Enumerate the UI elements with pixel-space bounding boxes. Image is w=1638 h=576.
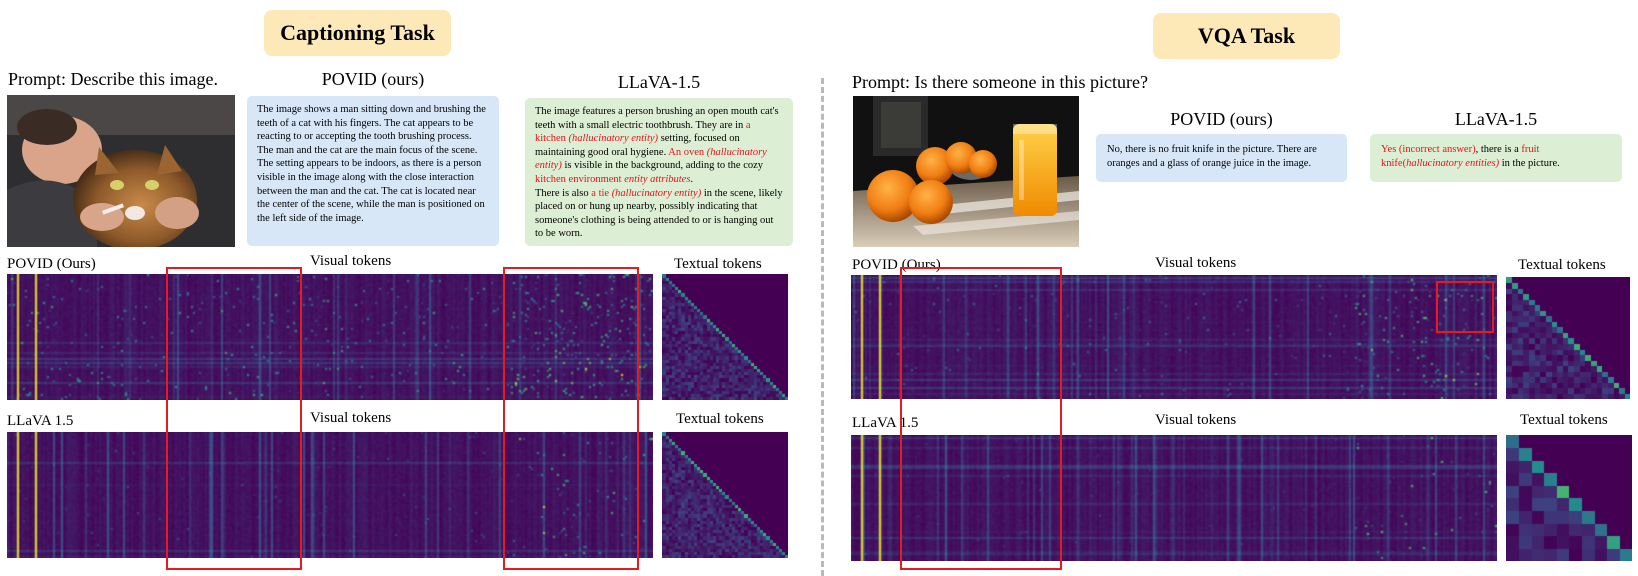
- answer-text-segment: , there is a: [1475, 144, 1522, 155]
- captioning-row2-textual-label: Textual tokens: [676, 411, 764, 427]
- vqa-llava-answer-text: Yes (incorrect answer), there is a fruit…: [1381, 144, 1560, 169]
- vqa-task-title: VQA Task: [1153, 13, 1340, 59]
- answer-text-segment: The setting appears to be indoors, as th…: [257, 158, 485, 224]
- vqa-povid-answer: No, there is no fruit knife in the pictu…: [1096, 134, 1347, 182]
- vqa-povid-textual-attention-heatmap: [1506, 277, 1630, 399]
- vqa-llava-answer: Yes (incorrect answer), there is a fruit…: [1370, 134, 1622, 182]
- vqa-row1-visual-label: Visual tokens: [1155, 255, 1237, 271]
- answer-text-segment: fruit knife(: [1381, 144, 1540, 169]
- answer-text-segment: setting, focused on maintaining good ora…: [535, 133, 740, 158]
- captioning-row1-label: POVID (Ours): [7, 256, 96, 272]
- captioning-llava-answer-text: The image features a person brushing an …: [535, 106, 783, 239]
- captioning-row1-visual-label: Visual tokens: [310, 253, 392, 269]
- answer-text-segment: entity attributes: [624, 173, 691, 185]
- answer-text-segment: There is also: [535, 187, 592, 199]
- vqa-row2-visual-label: Visual tokens: [1155, 412, 1237, 428]
- vqa-highlight-box-right: [1436, 281, 1494, 333]
- vqa-llava-textual-attention-heatmap: [1506, 435, 1632, 561]
- answer-text-segment: (hallucinatory entity): [535, 146, 767, 172]
- captioning-povid-textual-attention-heatmap: [662, 274, 788, 400]
- captioning-row2-visual-label: Visual tokens: [310, 410, 392, 426]
- answer-text-segment: (hallucinatory entity): [568, 133, 659, 145]
- answer-text-segment: No, there is no fruit knife in the pictu…: [1107, 144, 1317, 169]
- captioning-task-title: Captioning Task: [264, 10, 451, 56]
- vqa-row2-textual-label: Textual tokens: [1520, 412, 1608, 428]
- vqa-povid-answer-text: No, there is no fruit knife in the pictu…: [1107, 144, 1317, 169]
- vqa-highlight-box-left: [900, 267, 1062, 570]
- captioning-llava-answer: The image features a person brushing an …: [525, 98, 793, 246]
- answer-text-segment: Yes (incorrect answer): [1381, 144, 1476, 155]
- answer-text-segment: The image features a person brushing an …: [535, 106, 779, 131]
- captioning-row1-textual-label: Textual tokens: [674, 256, 762, 272]
- captioning-povid-answer: The image shows a man sitting down and b…: [247, 96, 499, 246]
- section-divider: [821, 78, 824, 576]
- vqa-povid-heading: POVID (ours): [1170, 109, 1273, 129]
- captioning-llava-heading: LLaVA-1.5: [617, 72, 701, 92]
- captioning-povid-answer-text: The image shows a man sitting down and b…: [257, 104, 486, 224]
- captioning-prompt: Prompt: Describe this image.: [8, 69, 218, 89]
- answer-text-segment: hallucinatory entities): [1406, 157, 1500, 169]
- vqa-povid-visual-attention-heatmap: [851, 275, 1497, 399]
- cat-toothbrush-photo: [7, 95, 235, 247]
- answer-text-segment: in the picture.: [1499, 157, 1560, 169]
- captioning-povid-heading: POVID (ours): [321, 69, 425, 89]
- answer-text-segment: An oven: [668, 146, 707, 158]
- answer-text-segment: is visible in the background, adding to …: [561, 160, 764, 172]
- vqa-row1-textual-label: Textual tokens: [1518, 257, 1606, 273]
- vqa-llava-visual-attention-heatmap: [851, 435, 1497, 561]
- answer-text-segment: .: [690, 173, 694, 185]
- oranges-juice-photo: [853, 96, 1079, 247]
- captioning-povid-visual-attention-heatmap: [7, 274, 653, 400]
- answer-text-segment: (hallucinatory entity): [611, 187, 702, 199]
- vqa-prompt: Prompt: Is there someone in this picture…: [852, 72, 1148, 92]
- answer-text-segment: kitchen environment: [535, 173, 625, 185]
- captioning-highlight-box-right: [503, 267, 639, 570]
- answer-text-segment: The image shows a man sitting down and b…: [257, 104, 486, 156]
- answer-text-segment: a tie: [591, 187, 612, 199]
- captioning-llava-visual-attention-heatmap: [7, 432, 653, 558]
- captioning-highlight-box-left: [166, 267, 302, 570]
- vqa-row1-label: POVID (Ours): [852, 257, 941, 273]
- captioning-llava-textual-attention-heatmap: [662, 432, 788, 558]
- answer-text-segment: in the scene, likely placed on or hung u…: [535, 187, 783, 240]
- answer-text-segment: a kitchen: [535, 119, 751, 145]
- vqa-llava-heading: LLaVA-1.5: [1454, 109, 1538, 129]
- captioning-row2-label: LLaVA 1.5: [7, 413, 74, 429]
